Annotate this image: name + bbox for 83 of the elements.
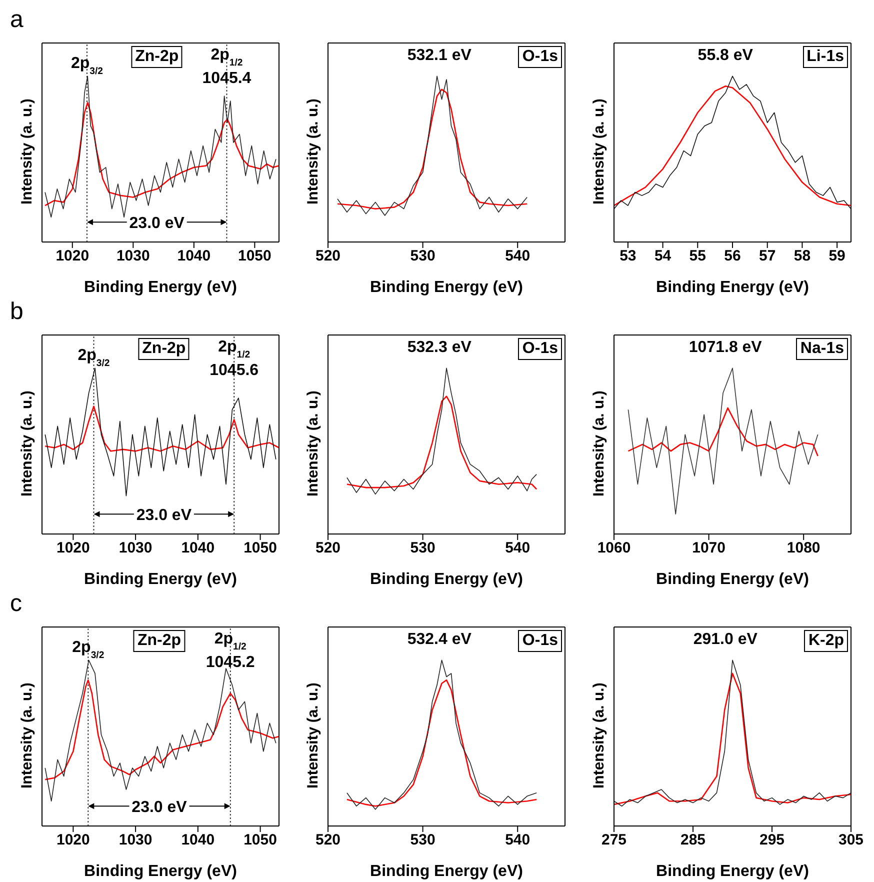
chart-title: c xyxy=(10,590,22,618)
x-tick-label: 56 xyxy=(724,248,741,265)
x-tick-label: 1050 xyxy=(238,248,272,265)
annotation: 1045.2 xyxy=(206,654,255,671)
text: O-1s xyxy=(518,46,562,68)
x-tick-label: 540 xyxy=(505,248,530,265)
x-tick-label: 530 xyxy=(410,540,436,557)
x-tick-label: 295 xyxy=(759,832,785,849)
x-tick-label: 1030 xyxy=(118,832,152,849)
x-tick-label: 1060 xyxy=(597,540,631,557)
chart-title: a xyxy=(10,6,24,34)
text: O-1s xyxy=(518,338,562,360)
annotation: 2p$_{1/2}$ xyxy=(210,46,243,68)
x-tick-label: 540 xyxy=(505,540,530,557)
text: Li-1s xyxy=(802,46,848,68)
x-tick-label: 59 xyxy=(828,248,846,265)
x-tick-label: 1020 xyxy=(56,832,90,849)
y-axis-title: Intensity (a. u.) xyxy=(304,682,322,788)
annotation: 23.0 eV xyxy=(129,215,185,232)
text: Zn-2p xyxy=(138,338,190,360)
x-axis-title: Binding Energy (eV) xyxy=(84,863,237,880)
text: 532.3 eV xyxy=(407,338,472,358)
x-tick-label: 1030 xyxy=(116,248,150,265)
text: 532.4 eV xyxy=(407,630,472,650)
text: 55.8 eV xyxy=(698,46,753,66)
annotation: 2p$_{3/2}$ xyxy=(70,54,103,76)
x-tick-label: 530 xyxy=(410,832,436,849)
x-tick-label: 1050 xyxy=(244,540,277,557)
x-tick-label: 1080 xyxy=(786,540,820,557)
x-tick-label: 520 xyxy=(315,540,341,557)
x-tick-label: 1020 xyxy=(56,248,90,265)
annotation: 23.0 eV xyxy=(136,507,192,524)
x-tick-label: 285 xyxy=(680,832,706,849)
y-axis-title: Intensity (a. u.) xyxy=(590,98,608,204)
text: O-1s xyxy=(518,630,562,652)
x-tick-label: 53 xyxy=(620,248,636,265)
x-axis-title: Binding Energy (eV) xyxy=(84,571,237,588)
x-tick-label: 1050 xyxy=(244,832,277,849)
text: 291.0 eV xyxy=(693,630,758,650)
y-axis-title: Intensity (a. u.) xyxy=(304,98,322,204)
text: K-2p xyxy=(804,630,848,652)
annotation: 2p$_{3/2}$ xyxy=(72,638,104,660)
text: Zn-2p xyxy=(131,46,183,68)
y-axis-title: Intensity (a. u.) xyxy=(18,682,36,788)
x-tick-label: 1070 xyxy=(692,540,726,557)
chart-title: b xyxy=(10,298,24,326)
x-axis-title: Binding Energy (eV) xyxy=(370,279,523,296)
y-axis-title: Intensity (a. u.) xyxy=(18,390,36,496)
text: Zn-2p xyxy=(133,630,186,652)
x-axis-title: Binding Energy (eV) xyxy=(656,571,809,588)
x-tick-label: 1030 xyxy=(118,540,152,557)
x-axis-title: Binding Energy (eV) xyxy=(84,279,237,296)
text: 532.1 eV xyxy=(407,46,472,66)
annotation: 2p$_{1/2}$ xyxy=(214,630,246,652)
x-tick-label: 520 xyxy=(315,248,341,265)
x-axis-title: Binding Energy (eV) xyxy=(370,863,523,880)
y-axis-title: Intensity (a. u.) xyxy=(304,390,322,496)
annotation: 1045.4 xyxy=(202,70,252,87)
x-tick-label: 55 xyxy=(689,248,706,265)
x-tick-label: 275 xyxy=(601,832,627,849)
x-axis-title: Binding Energy (eV) xyxy=(656,863,809,880)
x-tick-label: 58 xyxy=(794,248,811,265)
annotation: 1045.6 xyxy=(210,362,259,379)
annotation: 23.0 eV xyxy=(132,799,188,816)
x-tick-label: 1040 xyxy=(177,248,211,265)
x-tick-label: 540 xyxy=(505,832,530,849)
annotation: 2p$_{3/2}$ xyxy=(78,346,110,368)
y-axis-title: Intensity (a. u.) xyxy=(18,98,36,204)
x-tick-label: 305 xyxy=(838,832,864,849)
x-tick-label: 530 xyxy=(410,248,436,265)
x-tick-label: 1040 xyxy=(181,832,215,849)
annotation: 2p$_{1/2}$ xyxy=(218,338,250,360)
x-tick-label: 54 xyxy=(654,248,672,265)
y-axis-title: Intensity (a. u.) xyxy=(590,682,608,788)
text: Na-1s xyxy=(796,338,848,360)
x-tick-label: 57 xyxy=(759,248,776,265)
x-tick-label: 1020 xyxy=(56,540,90,557)
x-tick-label: 1040 xyxy=(181,540,215,557)
x-tick-label: 520 xyxy=(315,832,341,849)
y-axis-title: Intensity (a. u.) xyxy=(590,390,608,496)
x-axis-title: Binding Energy (eV) xyxy=(370,571,523,588)
text: 1071.8 eV xyxy=(688,338,762,358)
x-axis-title: Binding Energy (eV) xyxy=(656,279,809,296)
